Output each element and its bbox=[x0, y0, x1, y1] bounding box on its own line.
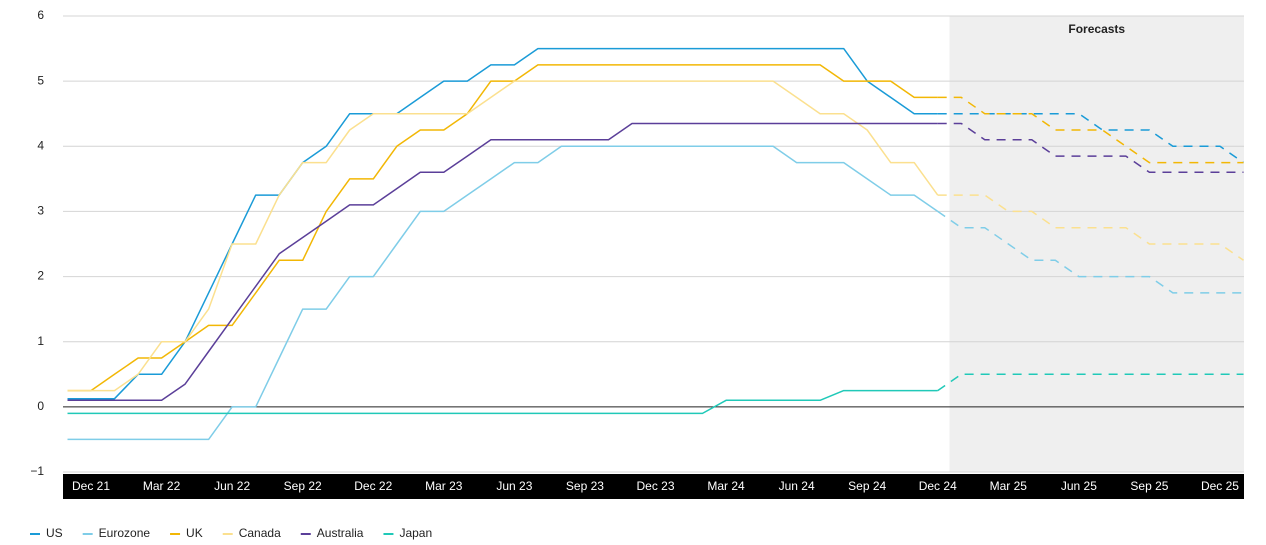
forecast-line bbox=[937, 96, 1244, 164]
series-line bbox=[67, 145, 939, 441]
y-tick-label: 3 bbox=[37, 204, 44, 218]
legend-label: Australia bbox=[317, 526, 364, 540]
x-tick-label: Jun 24 bbox=[779, 479, 815, 493]
legend-label: Japan bbox=[399, 526, 432, 540]
x-tick-label: Dec 23 bbox=[636, 479, 674, 493]
forecast-line bbox=[937, 373, 1244, 392]
series-line bbox=[67, 122, 938, 402]
forecast-label: Forecasts bbox=[1068, 22, 1125, 36]
forecast-line bbox=[937, 194, 1244, 261]
legend-label: Canada bbox=[239, 526, 281, 540]
series-line bbox=[67, 389, 938, 415]
y-tick-label: 0 bbox=[37, 399, 44, 413]
forecast-line bbox=[937, 210, 1244, 294]
x-tick-label: Dec 21 bbox=[72, 479, 110, 493]
x-tick-label: Dec 24 bbox=[919, 479, 957, 493]
x-tick-label: Sep 25 bbox=[1130, 479, 1168, 493]
y-tick-label: 2 bbox=[37, 269, 44, 283]
series-line bbox=[67, 64, 938, 392]
series-line bbox=[67, 47, 938, 400]
legend-label: Eurozone bbox=[99, 526, 151, 540]
y-tick-label: 1 bbox=[37, 334, 44, 348]
x-tick-label: Mar 25 bbox=[990, 479, 1028, 493]
y-tick-label: 5 bbox=[37, 73, 44, 87]
x-tick-label: Mar 22 bbox=[143, 479, 181, 493]
x-tick-label: Jun 25 bbox=[1061, 479, 1097, 493]
y-tick-label: 6 bbox=[37, 8, 44, 22]
x-tick-label: Dec 22 bbox=[354, 479, 392, 493]
x-tick-label: Sep 24 bbox=[848, 479, 886, 493]
x-tick-label: Dec 25 bbox=[1201, 479, 1239, 493]
legend-label: UK bbox=[186, 526, 203, 540]
y-tick-label: −1 bbox=[30, 464, 44, 478]
x-tick-label: Sep 23 bbox=[566, 479, 604, 493]
forecast-line bbox=[937, 122, 1244, 174]
x-tick-label: Jun 23 bbox=[496, 479, 532, 493]
x-tick-label: Mar 24 bbox=[707, 479, 745, 493]
series-line bbox=[67, 80, 939, 392]
x-tick-label: Sep 22 bbox=[284, 479, 322, 493]
x-axis-band bbox=[63, 474, 1244, 499]
legend-label: US bbox=[46, 526, 63, 540]
x-tick-label: Mar 23 bbox=[425, 479, 463, 493]
x-tick-label: Jun 22 bbox=[214, 479, 250, 493]
y-tick-label: 4 bbox=[37, 138, 44, 152]
